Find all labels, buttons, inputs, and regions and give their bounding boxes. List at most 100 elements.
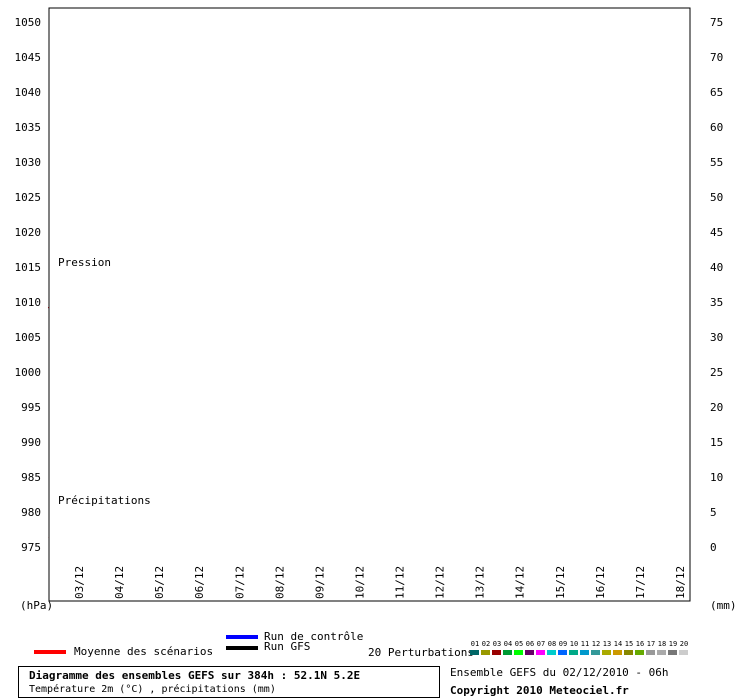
legend-perturbations: 20 Perturbations	[368, 646, 474, 659]
legend-mean: Moyenne des scénarios	[74, 645, 214, 658]
perturbation-swatch	[481, 650, 490, 655]
left-tick: 1025	[15, 191, 42, 204]
perturbation-swatch	[492, 650, 501, 655]
perturbation-swatch	[591, 650, 600, 655]
left-tick: 1020	[15, 226, 42, 239]
right-tick: 15	[710, 436, 723, 449]
perturbation-swatch	[558, 650, 567, 655]
x-label: 04/12	[113, 566, 126, 599]
gfs-swatch	[226, 646, 258, 650]
legend-gfs: Run GFS	[264, 640, 311, 653]
perturbation-id: 10	[569, 640, 579, 648]
plot-frame	[48, 7, 691, 602]
perturbation-id: 12	[591, 640, 601, 648]
right-tick: 75	[710, 16, 723, 29]
perturbation-swatch	[602, 650, 611, 655]
mean-swatch	[34, 650, 66, 654]
perturbation-id: 05	[514, 640, 524, 648]
info-title: Diagramme des ensembles GEFS sur 384h : …	[29, 669, 361, 682]
right-tick: 25	[710, 366, 723, 379]
left-tick: 990	[21, 436, 41, 449]
right-tick: 20	[710, 401, 723, 414]
x-label: 15/12	[554, 566, 567, 599]
perturbation-id: 15	[624, 640, 634, 648]
perturbation-swatch	[679, 650, 688, 655]
perturbation-id: 13	[602, 640, 612, 648]
perturbation-id: 03	[492, 640, 502, 648]
perturbation-swatch	[613, 650, 622, 655]
x-label: 16/12	[594, 566, 607, 599]
left-tick: 1045	[15, 51, 42, 64]
perturbation-swatch	[470, 650, 479, 655]
right-tick: 50	[710, 191, 723, 204]
control-swatch	[226, 635, 258, 639]
perturbation-swatch	[536, 650, 545, 655]
info-subtitle: Température 2m (°C) , précipitations (mm…	[29, 684, 276, 695]
left-tick: 1005	[15, 331, 42, 344]
perturbation-id: 07	[536, 640, 546, 648]
right-tick: 40	[710, 261, 723, 274]
right-tick: 35	[710, 296, 723, 309]
perturbation-id: 16	[635, 640, 645, 648]
perturbation-swatch	[624, 650, 633, 655]
left-tick: 980	[21, 506, 41, 519]
perturbation-swatch	[569, 650, 578, 655]
x-label: 08/12	[273, 566, 286, 599]
x-label: 14/12	[514, 566, 527, 599]
x-label: 09/12	[313, 566, 326, 599]
x-label: 11/12	[394, 566, 407, 599]
left-tick: 985	[21, 471, 41, 484]
right-tick: 60	[710, 121, 723, 134]
left-axis-unit: (hPa)	[20, 599, 53, 612]
perturbation-id: 04	[503, 640, 513, 648]
x-label: 05/12	[153, 566, 166, 599]
ensemble-info: Ensemble GEFS du 02/12/2010 - 06h	[450, 666, 669, 679]
left-tick: 1035	[15, 121, 42, 134]
perturbation-id: 01	[470, 640, 480, 648]
left-tick: 1050	[15, 16, 42, 29]
right-tick: 45	[710, 226, 723, 239]
perturbation-id: 18	[657, 640, 667, 648]
perturbation-swatch	[525, 650, 534, 655]
perturbation-id: 06	[525, 640, 535, 648]
right-tick: 30	[710, 331, 723, 344]
x-label: 18/12	[674, 566, 687, 599]
info-box: Diagramme des ensembles GEFS sur 384h : …	[18, 666, 440, 698]
perturbation-swatch	[657, 650, 666, 655]
right-tick: 0	[710, 541, 717, 554]
left-tick: 1010	[15, 296, 42, 309]
left-tick: 1040	[15, 86, 42, 99]
x-label: 06/12	[193, 566, 206, 599]
precip-label: Précipitations	[58, 494, 151, 507]
x-label: 03/12	[73, 566, 86, 599]
right-tick: 70	[710, 51, 723, 64]
legend-control: Run de contrôle	[264, 630, 364, 643]
perturbation-id: 19	[668, 640, 678, 648]
left-tick: 975	[21, 541, 41, 554]
perturbation-swatch	[635, 650, 644, 655]
perturbation-id: 14	[613, 640, 623, 648]
left-tick: 1030	[15, 156, 42, 169]
perturbation-swatch	[646, 650, 655, 655]
perturbation-swatch	[580, 650, 589, 655]
perturbation-swatch	[547, 650, 556, 655]
perturbation-id: 17	[646, 640, 656, 648]
perturbation-id: 08	[547, 640, 557, 648]
x-label: 10/12	[353, 566, 366, 599]
right-tick: 55	[710, 156, 723, 169]
right-tick: 5	[710, 506, 717, 519]
x-label: 17/12	[634, 566, 647, 599]
x-label: 07/12	[233, 566, 246, 599]
perturbation-swatch	[503, 650, 512, 655]
copyright: Copyright 2010 Meteociel.fr	[450, 684, 629, 697]
right-axis-unit: (mm)	[710, 599, 737, 612]
x-label: 12/12	[434, 566, 447, 599]
perturbation-swatch	[514, 650, 523, 655]
pressure-label: Pression	[58, 256, 111, 269]
perturbation-id: 09	[558, 640, 568, 648]
perturbation-swatch	[668, 650, 677, 655]
perturbation-id: 20	[679, 640, 689, 648]
perturbation-id: 11	[580, 640, 590, 648]
